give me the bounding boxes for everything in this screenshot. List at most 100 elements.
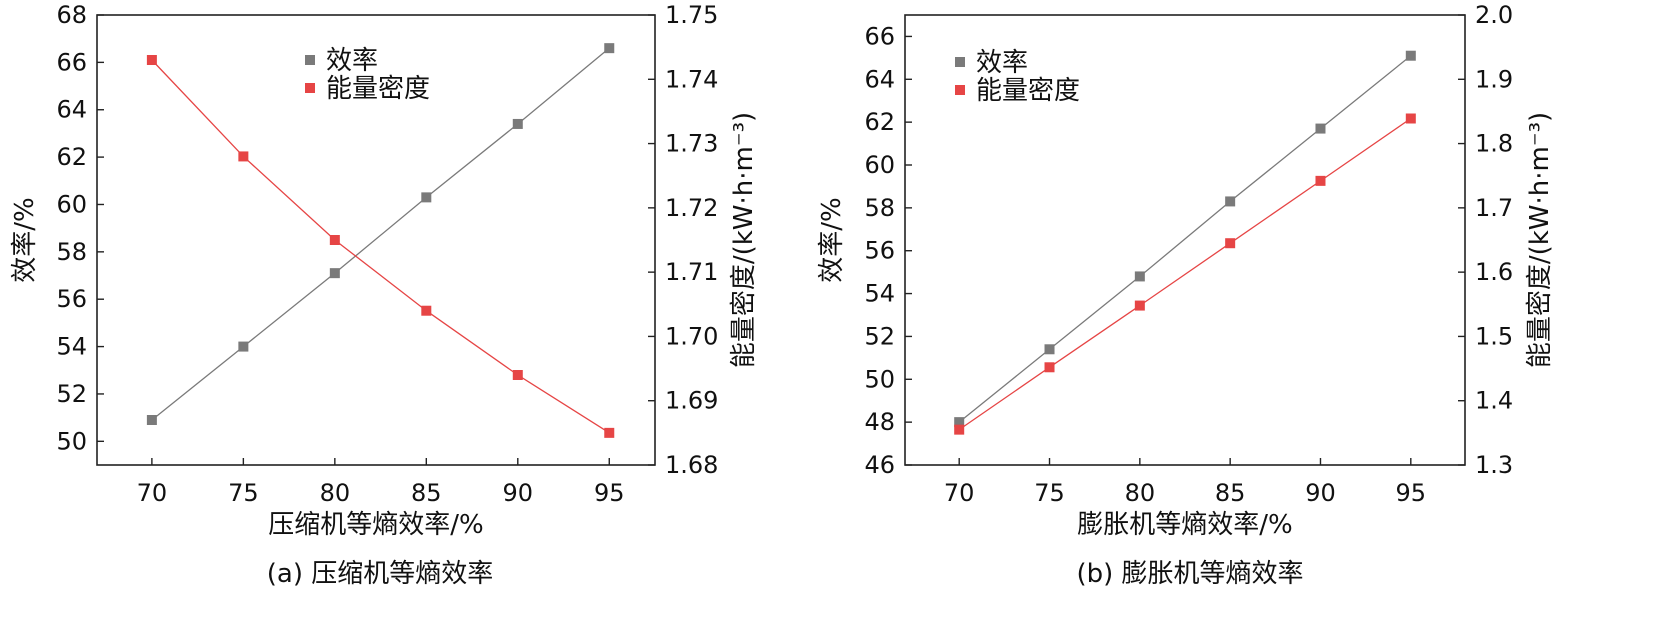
y-tick-label-left: 62	[864, 108, 895, 136]
chart-a: 70 75 80 85 90 95 50 52 54 56 58 60 62 64 66 68 1.68 1.69…	[10, 1, 759, 589]
x-tick-label: 85	[1215, 479, 1246, 507]
y-tick-label-left: 66	[864, 22, 895, 50]
y-tick-label-left: 62	[56, 143, 87, 171]
x-tick-label: 75	[228, 479, 259, 507]
x-tick-label: 80	[320, 479, 351, 507]
y-tick-label-left: 60	[864, 151, 895, 179]
y-tick-label-left: 52	[56, 380, 87, 408]
data-point	[1405, 113, 1416, 124]
data-point	[512, 370, 523, 380]
data-point	[1315, 175, 1326, 186]
data-point	[1315, 123, 1326, 134]
y-tick-label-right: 1.4	[1475, 387, 1513, 415]
series-line	[958, 55, 1412, 423]
data-point	[421, 305, 432, 316]
plot-frame	[904, 14, 1466, 466]
data-point	[238, 341, 249, 352]
data-point	[238, 151, 249, 162]
series-energy-density	[954, 113, 1416, 435]
y-axis-title-left: 效率/%	[10, 197, 40, 282]
y-tick-label-right: 1.7	[1475, 194, 1513, 222]
y-axis-title-right: 能量密度/(kW·h·m⁻³)	[729, 112, 759, 368]
data-point	[1225, 238, 1236, 249]
data-point	[1405, 50, 1416, 61]
data-point	[146, 55, 157, 65]
y-tick-label-left: 48	[864, 408, 895, 436]
legend-label: 能量密度	[976, 76, 1080, 106]
chart-caption: (a) 压缩机等熵效率	[267, 559, 494, 589]
y-tick-label-left: 52	[864, 322, 895, 350]
y-tick-label-right: 1.8	[1475, 130, 1513, 158]
y-tick-label-left: 60	[56, 190, 87, 218]
y-tick-label-left: 58	[56, 238, 87, 266]
y-tick-label-left: 64	[864, 65, 895, 93]
data-point	[1134, 271, 1145, 282]
y-tick-label-right: 1.71	[665, 258, 718, 286]
series-energy-density	[146, 55, 615, 438]
y-tick-label-left: 50	[56, 427, 87, 455]
data-point	[1134, 300, 1145, 311]
y-tick-label-right: 1.75	[665, 1, 718, 29]
data-point	[1044, 362, 1055, 373]
y-tick-label-right: 1.5	[1475, 322, 1513, 350]
y-tick-label-right: 1.3	[1475, 451, 1513, 479]
y-tick-label-right: 1.69	[665, 387, 718, 415]
chart-b: 70 75 80 85 90 95 46 48 50 52 54 56 58 60 62 64 66 1.3 1.4…	[817, 1, 1555, 589]
x-tick-label: 85	[411, 479, 442, 507]
x-axis-title: 压缩机等熵效率/%	[268, 510, 483, 540]
y-tick-label-left: 54	[56, 333, 87, 361]
legend-marker	[305, 55, 315, 65]
y-tick-label-right: 2.0	[1475, 1, 1513, 29]
y-tick-label-left: 50	[864, 365, 895, 393]
y-tick-label-left: 66	[56, 48, 87, 76]
y-tick-label-right: 1.72	[665, 194, 718, 222]
plot-frame	[96, 14, 656, 466]
data-point	[1044, 344, 1055, 355]
chart-caption: (b) 膨胀机等熵效率	[1076, 559, 1303, 589]
y-tick-label-right: 1.68	[665, 451, 718, 479]
series-line	[958, 117, 1412, 431]
data-point	[954, 424, 965, 435]
y-tick-label-left: 68	[56, 1, 87, 29]
series-efficiency	[954, 50, 1416, 428]
data-point	[329, 268, 340, 279]
data-point	[604, 43, 615, 54]
x-tick-label: 90	[503, 479, 534, 507]
series-efficiency	[146, 43, 615, 425]
y-tick-label-right: 1.74	[665, 65, 718, 93]
legend-marker	[955, 85, 965, 95]
legend-label: 效率	[976, 48, 1028, 78]
x-tick-label: 95	[594, 479, 625, 507]
y-tick-label-left: 56	[864, 237, 895, 265]
data-point	[512, 118, 523, 129]
y-tick-label-right: 1.9	[1475, 65, 1513, 93]
legend-label: 效率	[326, 46, 378, 76]
x-tick-label: 80	[1125, 479, 1156, 507]
data-point	[604, 427, 615, 438]
x-tick-label: 70	[137, 479, 168, 507]
y-tick-label-right: 1.6	[1475, 258, 1513, 286]
legend-marker	[305, 83, 315, 93]
data-point	[954, 417, 965, 428]
data-point	[146, 415, 157, 425]
series-line	[151, 47, 610, 421]
y-axis-title-right: 能量密度/(kW·h·m⁻³)	[1525, 112, 1555, 368]
y-tick-label-right: 1.70	[665, 322, 718, 350]
y-tick-label-left: 58	[864, 194, 895, 222]
series-line	[151, 59, 610, 434]
y-tick-label-left: 46	[864, 451, 895, 479]
data-point	[421, 192, 432, 203]
x-tick-label: 70	[944, 479, 975, 507]
y-tick-label-left: 56	[56, 285, 87, 313]
y-tick-label-left: 64	[56, 96, 87, 124]
data-point	[1225, 196, 1236, 207]
x-tick-label: 90	[1305, 479, 1336, 507]
x-tick-label: 95	[1396, 479, 1427, 507]
y-tick-label-right: 1.73	[665, 130, 718, 158]
x-tick-label: 75	[1034, 479, 1065, 507]
y-axis-title-left: 效率/%	[817, 197, 847, 282]
legend-marker	[955, 57, 965, 67]
x-axis-title: 膨胀机等熵效率/%	[1077, 510, 1292, 540]
data-point	[329, 235, 340, 245]
